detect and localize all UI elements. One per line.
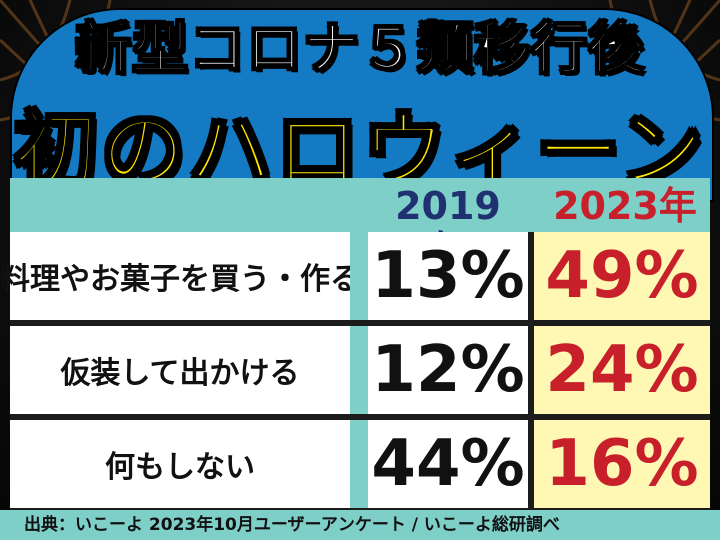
table-header-band: [10, 178, 710, 232]
table-row: 何もしない 44% 16%: [10, 420, 710, 508]
value-2023: 24%: [534, 326, 710, 414]
title-line-1: 新型コロナ５類移行後: [74, 16, 645, 83]
column-divider: [350, 420, 368, 508]
row-label: 料理やお菓子を買う・作る: [0, 232, 360, 320]
title-panel: 新型コロナ５類移行後 初のハロウィーン: [0, 0, 720, 202]
value-2019: 44%: [368, 420, 528, 508]
value-2023: 49%: [534, 232, 710, 320]
column-divider: [350, 232, 368, 320]
row-label: 何もしない: [10, 420, 350, 508]
source-credit: 出典：いこーよ 2023年10月ユーザーアンケート / いこーよ総研調べ: [0, 510, 720, 540]
row-label: 仮装して出かける: [10, 326, 350, 414]
title-panel-background: [10, 8, 714, 202]
value-2019: 13%: [368, 232, 528, 320]
value-2023: 16%: [534, 420, 710, 508]
value-2019: 12%: [368, 326, 528, 414]
table-row: 料理やお菓子を買う・作る 13% 49%: [0, 232, 710, 320]
table-row: 仮装して出かける 12% 24%: [10, 326, 710, 414]
comparison-table: 2019年 2023年 料理やお菓子を買う・作る 13% 49% 仮装して出かけ…: [0, 178, 710, 510]
header-2023: 2023年: [553, 184, 697, 228]
column-divider: [350, 326, 368, 414]
